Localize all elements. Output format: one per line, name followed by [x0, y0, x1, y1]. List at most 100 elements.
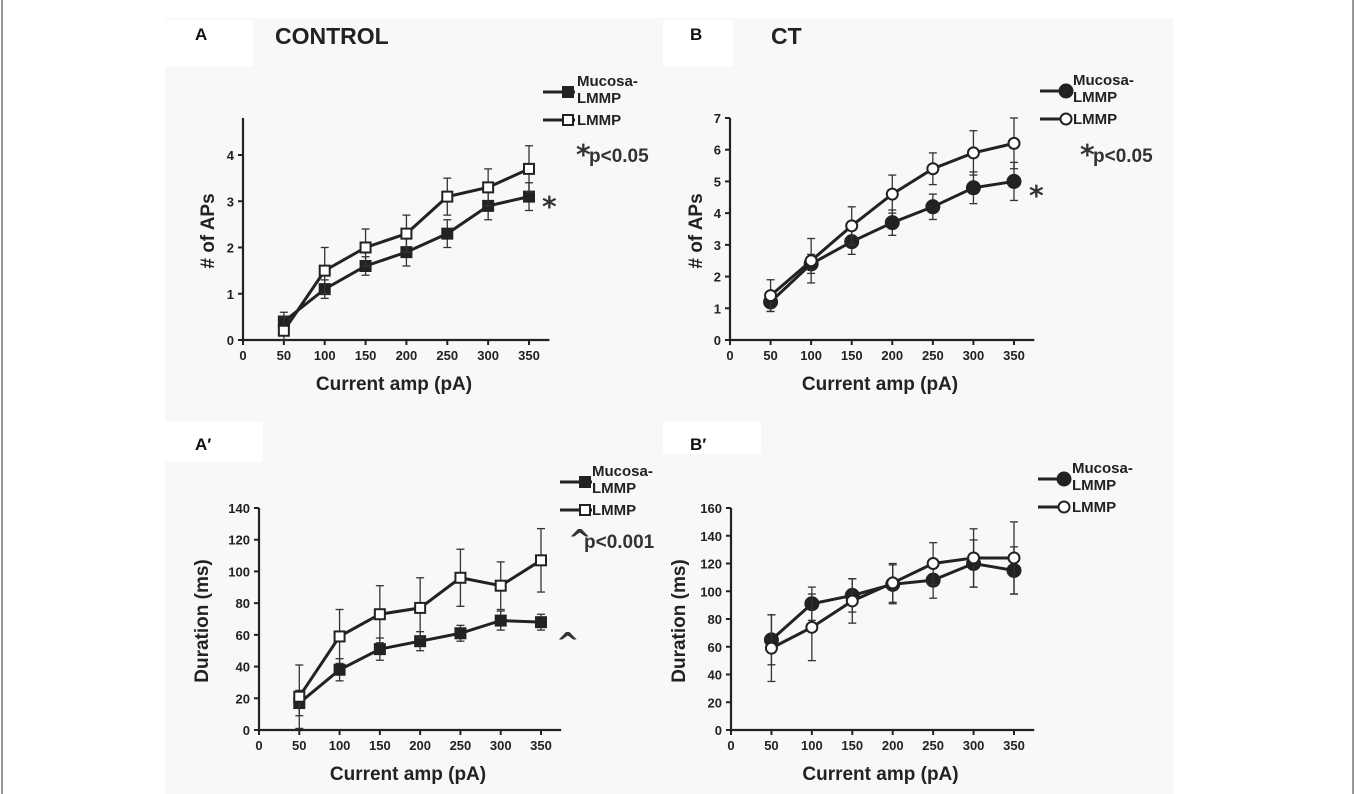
series-mucosa-lmmp: [277, 182, 535, 332]
legend-label: LMMP: [1072, 477, 1116, 494]
y-tick-label: 140: [700, 529, 722, 544]
panel-title: CONTROL: [275, 23, 389, 49]
x-tick-label: 100: [801, 738, 823, 753]
legend-label: LMMP: [1073, 111, 1117, 128]
legend-label: Mucosa-: [592, 463, 653, 480]
y-tick-label: 7: [714, 111, 721, 126]
x-tick-label: 0: [727, 738, 734, 753]
panel-letter-box: [165, 20, 253, 66]
legend-marker: [562, 114, 574, 126]
significance-symbol: ^: [568, 523, 591, 556]
data-point: [482, 181, 495, 194]
panel-letter: B: [690, 25, 702, 44]
data-point: [400, 227, 413, 240]
y-axis-label: # of APs: [686, 193, 707, 268]
significance-symbol: *: [576, 138, 591, 171]
y-tick-label: 0: [227, 333, 234, 348]
x-tick-label: 150: [841, 738, 863, 753]
y-tick-label: 0: [715, 723, 722, 738]
x-tick-label: 200: [882, 738, 904, 753]
panel-2: B CT 0 50 100 150 200 250 300 350 0 1 2 3 4 5 6 7 Current …: [663, 20, 1173, 395]
series-lmmp: [293, 527, 547, 730]
y-tick-label: 60: [236, 628, 250, 643]
legend-label: LMMP: [1073, 89, 1117, 106]
x-tick-label: 200: [881, 348, 903, 363]
significance-symbol: *: [1080, 138, 1095, 171]
series-lmmp: [764, 117, 1021, 313]
y-tick-label: 140: [228, 501, 250, 516]
panel-letter: A′: [195, 435, 211, 454]
data-point: [523, 162, 535, 175]
y-tick-label: 20: [708, 695, 722, 710]
y-tick-label: 4: [227, 148, 235, 163]
x-tick-label: 50: [764, 738, 778, 753]
data-point: [885, 187, 899, 201]
data-point: [966, 146, 980, 160]
data-point: [441, 190, 454, 203]
y-tick-label: 40: [708, 668, 722, 683]
data-point: [884, 215, 900, 231]
panel-letter-box: [165, 422, 263, 462]
panel-title-box: [733, 20, 1173, 66]
panel-3: A′ 0 50 100 150 200 250 300 350 0 20 40 60 80 100 120 14…: [165, 422, 655, 785]
y-tick-label: 100: [228, 564, 250, 579]
data-point: [1007, 136, 1021, 150]
y-axis-label: # of APs: [198, 193, 219, 268]
data-point: [804, 254, 818, 268]
y-tick-label: 160: [700, 501, 722, 516]
legend-label: Mucosa-: [1072, 460, 1133, 477]
y-tick-label: 2: [227, 241, 234, 256]
x-tick-label: 300: [963, 738, 985, 753]
panel-letter-box: [663, 422, 761, 454]
legend-marker: [1058, 83, 1074, 99]
x-tick-label: 150: [841, 348, 863, 363]
y-tick-label: 20: [236, 691, 250, 706]
x-tick-label: 100: [314, 348, 336, 363]
y-tick-label: 0: [243, 723, 250, 738]
x-tick-label: 100: [329, 738, 351, 753]
x-axis-label: Current amp (pA): [802, 764, 958, 785]
data-point: [454, 627, 467, 640]
data-point: [805, 620, 819, 634]
significance-text: p<0.001: [584, 532, 655, 553]
data-point: [494, 579, 507, 592]
x-tick-label: 200: [409, 738, 431, 753]
y-tick-label: 40: [236, 660, 250, 675]
legend-label: LMMP: [577, 90, 621, 107]
data-point: [293, 690, 306, 703]
series-lmmp: [764, 521, 1021, 683]
legend-label: LMMP: [592, 480, 636, 497]
data-point: [845, 594, 859, 608]
data-point: [414, 601, 427, 614]
legend-marker: [562, 86, 574, 98]
y-tick-label: 100: [700, 584, 722, 599]
x-tick-label: 50: [277, 348, 291, 363]
x-tick-label: 350: [1003, 348, 1025, 363]
x-tick-label: 200: [396, 348, 418, 363]
significance-marker: ^: [556, 626, 579, 659]
legend-marker: [1059, 112, 1073, 126]
x-tick-label: 250: [922, 348, 944, 363]
data-point: [373, 643, 386, 656]
data-point: [523, 190, 535, 203]
panel-letter: B′: [690, 435, 706, 454]
legend-label: LMMP: [577, 112, 621, 129]
x-tick-label: 250: [436, 348, 458, 363]
y-tick-label: 120: [700, 557, 722, 572]
y-tick-label: 5: [714, 174, 721, 189]
y-axis-label: Duration (ms): [669, 559, 690, 683]
panel-title: CT: [771, 23, 802, 49]
data-point: [845, 219, 859, 233]
x-tick-label: 100: [800, 348, 822, 363]
x-tick-label: 250: [922, 738, 944, 753]
panel-4: B′ 0 50 100 150 200 250 300 350 0 20 40 60 80 100 120 14…: [663, 422, 1133, 785]
significance-text: p<0.05: [1093, 146, 1153, 167]
x-tick-label: 150: [355, 348, 377, 363]
legend-marker: [1057, 500, 1071, 514]
x-axis-label: Current amp (pA): [316, 374, 472, 395]
x-tick-label: 0: [255, 738, 262, 753]
figure-background: [165, 18, 1173, 794]
legend-label: Mucosa-: [1073, 72, 1134, 89]
